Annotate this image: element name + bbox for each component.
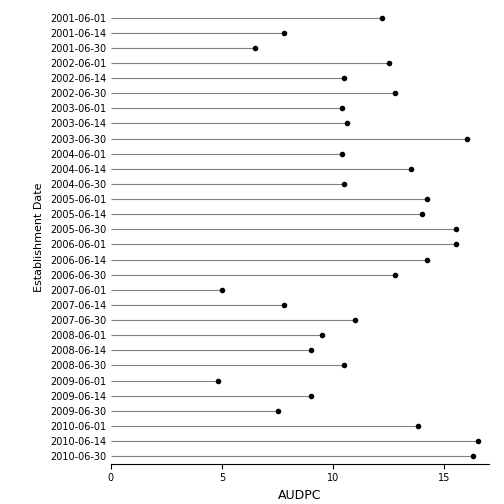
Y-axis label: Establishment Date: Establishment Date bbox=[34, 182, 44, 292]
X-axis label: AUDPC: AUDPC bbox=[278, 489, 322, 502]
